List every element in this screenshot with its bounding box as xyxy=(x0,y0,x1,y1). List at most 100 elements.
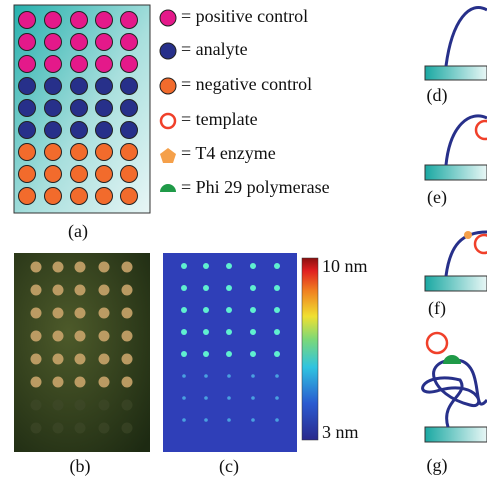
dot xyxy=(53,331,64,342)
dot xyxy=(182,396,186,400)
dot xyxy=(203,263,209,269)
template xyxy=(427,333,447,353)
dot xyxy=(250,263,256,269)
legend-label: = negative control xyxy=(181,74,312,94)
polymerase xyxy=(443,355,461,364)
strand xyxy=(446,7,487,66)
dot xyxy=(75,331,86,342)
dot xyxy=(96,12,113,29)
dot xyxy=(122,308,133,319)
dot xyxy=(19,34,36,51)
dot xyxy=(19,144,36,161)
dot xyxy=(53,354,64,365)
dot xyxy=(53,377,64,388)
dot xyxy=(75,400,86,411)
dot xyxy=(99,423,110,434)
icon xyxy=(160,184,176,192)
dot xyxy=(19,166,36,183)
dot xyxy=(96,166,113,183)
dot xyxy=(274,307,280,313)
dot xyxy=(75,377,86,388)
icon xyxy=(161,114,175,128)
dot xyxy=(19,100,36,117)
template xyxy=(476,121,487,139)
legend-label: = Phi 29 polymerase xyxy=(181,177,330,197)
dot xyxy=(121,122,138,139)
dot xyxy=(181,285,187,291)
dot xyxy=(71,78,88,95)
dot xyxy=(121,100,138,117)
dot xyxy=(122,331,133,342)
strand xyxy=(423,360,487,427)
dot xyxy=(274,285,280,291)
dot xyxy=(71,166,88,183)
colorbar-label: 10 nm xyxy=(322,256,368,276)
dot xyxy=(96,78,113,95)
dot xyxy=(203,329,209,335)
dot xyxy=(121,56,138,73)
dot xyxy=(53,285,64,296)
dot xyxy=(45,144,62,161)
dot xyxy=(275,396,279,400)
dot xyxy=(19,12,36,29)
icon xyxy=(160,43,176,59)
dot xyxy=(31,377,42,388)
dot xyxy=(31,285,42,296)
dot xyxy=(19,188,36,205)
panel-label: (d) xyxy=(427,85,448,106)
dot xyxy=(274,329,280,335)
icon xyxy=(160,78,176,94)
dot xyxy=(99,400,110,411)
dot xyxy=(226,351,232,357)
dot xyxy=(250,285,256,291)
dot xyxy=(75,262,86,273)
dot xyxy=(203,285,209,291)
dot xyxy=(71,34,88,51)
dot xyxy=(75,423,86,434)
legend-label: = T4 enzyme xyxy=(181,143,276,163)
dot xyxy=(122,400,133,411)
dot xyxy=(71,100,88,117)
dot xyxy=(121,188,138,205)
dot xyxy=(99,354,110,365)
surface xyxy=(425,276,487,291)
panel-label: (c) xyxy=(219,456,239,477)
dot xyxy=(75,354,86,365)
dot xyxy=(96,144,113,161)
dot xyxy=(122,423,133,434)
dot xyxy=(227,418,231,422)
dot xyxy=(122,354,133,365)
dot xyxy=(96,56,113,73)
dot xyxy=(45,56,62,73)
dot xyxy=(19,78,36,95)
dot xyxy=(31,331,42,342)
dot xyxy=(182,374,186,378)
dot xyxy=(31,262,42,273)
dot xyxy=(96,188,113,205)
legend-icons xyxy=(160,10,176,192)
dot xyxy=(96,34,113,51)
dot xyxy=(99,262,110,273)
dot xyxy=(121,78,138,95)
dot xyxy=(45,78,62,95)
dot xyxy=(122,262,133,273)
dot xyxy=(45,122,62,139)
dot xyxy=(226,329,232,335)
dot xyxy=(204,396,208,400)
dot xyxy=(250,329,256,335)
dot xyxy=(250,307,256,313)
dot xyxy=(99,285,110,296)
icon xyxy=(160,10,176,26)
dot xyxy=(251,396,255,400)
legend-label: = analyte xyxy=(181,39,248,59)
dot xyxy=(226,307,232,313)
dot xyxy=(204,374,208,378)
dot xyxy=(19,122,36,139)
dot xyxy=(53,400,64,411)
dot xyxy=(181,329,187,335)
dot xyxy=(274,351,280,357)
colorbar-label: 3 nm xyxy=(322,422,359,442)
dot xyxy=(53,308,64,319)
dot xyxy=(121,34,138,51)
legend-label: = template xyxy=(181,109,258,129)
